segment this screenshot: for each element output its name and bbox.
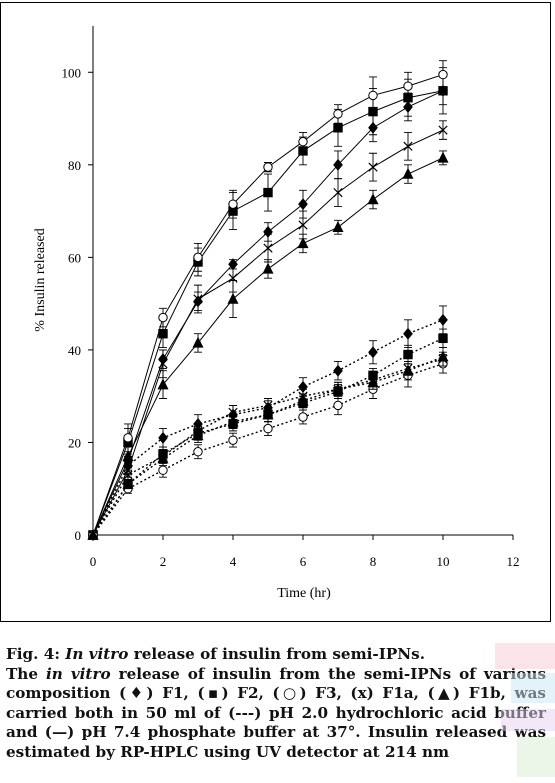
data-point-f2 [158,329,168,339]
data-point-f1b [192,429,204,441]
series-line-f1-ph74 [92,90,444,536]
data-point-f3 [228,435,238,445]
data-point-f1b [367,375,379,387]
data-point-f1a [403,141,413,151]
data-point-f1b [367,193,379,205]
y-tick-label: 100 [62,65,82,80]
data-point-f1b [262,408,274,420]
watermark-decoration [495,643,555,777]
data-point-f1 [368,346,378,359]
data-point-f3 [123,433,133,443]
series-line-f2-ph2 [92,337,444,536]
data-point-f1b [157,378,169,390]
caption-body-start: The [6,664,47,683]
caption-title-rest: release of insulin from semi-IPNs. [128,645,425,663]
data-point-f1b [402,167,414,179]
data-point-f1a [368,162,378,172]
caption-body-rest: release of insulin from the semi-IPNs of… [6,664,546,761]
data-point-f1 [438,313,448,326]
data-point-f3 [263,162,273,172]
series-line-f1a-ph2 [92,358,444,536]
data-point-f1a [228,273,238,283]
series-line-f1b-ph2 [92,356,444,536]
chart-axes: 0 2 4 6 8 10 12 0 20 40 60 80 100 [62,26,520,569]
data-point-f3 [228,199,238,209]
data-point-f1b [332,220,344,232]
y-tick-label: 80 [68,158,81,173]
data-point-f1b [157,452,169,464]
y-tick-label: 40 [68,343,81,358]
data-point-f2 [403,349,413,360]
series-line-f2-ph74 [92,90,444,536]
data-point-f1a [123,470,133,480]
caption-title-italic: In vitro [65,645,129,663]
data-point-f3 [158,312,168,323]
data-point-f2 [263,187,273,198]
caption-fig-label: Fig. 4: [6,645,60,663]
data-point-f3 [298,136,308,147]
data-point-f3 [403,81,413,91]
series-line-f3-ph74 [92,74,444,536]
data-point-f1a [333,187,343,198]
data-point-f3 [193,252,203,263]
data-point-f1a [438,125,448,135]
data-point-f1b [297,394,309,406]
data-point-f2 [333,123,343,133]
data-point-f1a [228,407,238,418]
data-point-f1 [158,431,168,444]
y-tick-label: 0 [75,528,82,543]
series-layer [87,60,449,541]
data-point-f1a [298,220,308,230]
data-point-f1 [333,158,343,171]
series-line-f1b-ph74 [92,157,444,536]
data-point-f3 [298,412,308,422]
data-point-f1a [158,359,168,369]
data-point-f1 [333,364,343,377]
data-point-f2 [438,333,448,344]
x-tick-label: 6 [300,554,307,569]
x-tick-label: 8 [370,554,377,569]
data-point-f3 [158,465,168,475]
data-point-f3 [263,423,273,434]
data-point-f1a [193,294,203,304]
data-point-f1b [262,262,274,274]
caption-body-italic: in vitro [46,664,111,683]
x-tick-label: 0 [90,554,97,569]
data-point-f1a [263,400,273,411]
x-tick-label: 12 [507,554,520,569]
data-point-f1 [403,327,413,340]
data-point-f1b [437,151,449,163]
figure-caption: Fig. 4: In vitro release of insulin from… [6,645,546,762]
data-point-f1a [263,243,273,253]
data-point-f1 [298,198,308,211]
y-tick-label: 60 [68,250,81,265]
data-point-f1b [297,237,309,249]
data-point-f3 [368,90,378,101]
caption-body: The in vitro release of insulin from the… [6,665,546,763]
data-point-f1b [437,350,449,362]
data-point-f1b [122,477,134,489]
x-tick-label: 2 [160,554,167,569]
data-point-f3 [193,447,203,457]
caption-title: Fig. 4: In vitro release of insulin from… [6,645,546,665]
x-axis-label: Time (hr) [277,586,331,601]
data-point-f1b [402,364,414,376]
data-point-f3 [333,400,343,411]
data-point-f1b [227,415,239,427]
x-tick-label: 10 [437,554,450,569]
data-point-f1b [87,528,99,540]
y-tick-label: 20 [68,435,81,450]
data-point-f3 [438,69,448,80]
x-tick-label: 4 [230,554,237,569]
data-point-f1b [227,292,239,304]
insulin-release-chart: 0 2 4 6 8 10 12 0 20 40 60 80 100 Time (hr) % Insuli… [33,26,520,601]
y-axis-label: % Insulin released [33,228,48,331]
data-point-f1b [332,382,344,394]
data-point-f3 [333,109,343,119]
figure-frame [0,2,551,622]
data-point-f1b [192,336,204,348]
